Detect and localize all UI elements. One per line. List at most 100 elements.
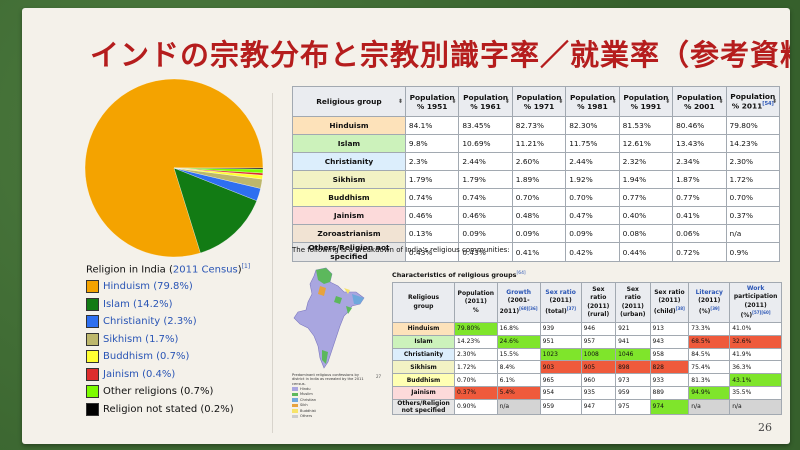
value-cell: 1.79% bbox=[404, 170, 460, 189]
map-region-northeast bbox=[352, 294, 364, 304]
value-cell: 0.42% bbox=[565, 242, 620, 262]
value-cell: 84.1% bbox=[404, 116, 460, 135]
t2-header-line: (total) bbox=[545, 307, 567, 315]
sort-icon[interactable]: ⬍ bbox=[718, 98, 724, 105]
t1-header[interactable]: Population % 1961 ⬍ bbox=[458, 86, 513, 117]
value-cell: 13.43% bbox=[672, 134, 727, 153]
value-cell: 0.41% bbox=[511, 242, 567, 262]
value-cell: 1.89% bbox=[511, 170, 567, 189]
value-cell: n/a bbox=[496, 398, 541, 415]
map-legend-label: Hindu bbox=[300, 386, 311, 391]
value-cell: 946 bbox=[580, 322, 617, 336]
t2-header: Sex ratio (2011) (rural) bbox=[580, 282, 617, 323]
value-cell: 958 bbox=[649, 347, 690, 362]
value-cell: 12.61% bbox=[618, 134, 674, 153]
map-legend-swatch bbox=[292, 398, 298, 402]
t1-header[interactable]: Population % 2001 ⬍ bbox=[672, 86, 727, 117]
t2-header-ref[interactable]: [38] bbox=[675, 305, 685, 311]
value-cell: 939 bbox=[539, 322, 582, 336]
t2-header-ref[interactable]: [39] bbox=[710, 305, 720, 311]
t2-header-line: Sex bbox=[592, 286, 605, 294]
sort-icon[interactable]: ⬍ bbox=[558, 98, 564, 105]
column-divider bbox=[272, 93, 273, 433]
characteristics-caption-ref[interactable]: [64] bbox=[516, 271, 526, 276]
map-svg bbox=[293, 267, 365, 369]
table-row: Christianity 2.3% 2.44% 2.60% 2.44% 2.32% 2.34… bbox=[292, 152, 781, 171]
t1-header[interactable]: Population % 2011[54] ⬍ bbox=[725, 86, 781, 117]
legend-caption-prefix: Religion in India ( bbox=[86, 264, 173, 276]
legend-label[interactable]: Sikhism (1.7%) bbox=[103, 333, 179, 345]
value-cell: 0.74% bbox=[458, 188, 513, 207]
value-cell: 11.21% bbox=[511, 134, 567, 153]
legend-item: Hinduism (79.8%) bbox=[86, 278, 234, 296]
value-cell: 2.3% bbox=[404, 152, 460, 171]
sort-icon[interactable]: ⬍ bbox=[611, 98, 617, 105]
sort-icon[interactable]: ⬍ bbox=[451, 98, 457, 105]
t1-header[interactable]: Population % 1951 ⬍ bbox=[404, 86, 460, 117]
religion-cell: Buddhism bbox=[391, 373, 456, 387]
religion-cell: Islam bbox=[391, 334, 456, 349]
value-cell: 2.32% bbox=[618, 152, 674, 171]
legend-swatch bbox=[86, 367, 99, 381]
legend-label[interactable]: Hinduism (79.8%) bbox=[103, 281, 193, 293]
value-cell: 0.74% bbox=[404, 188, 460, 207]
value-cell: 41.9% bbox=[729, 347, 782, 362]
t2-header-line: Population bbox=[457, 290, 495, 298]
t2-header-line: Religious bbox=[407, 294, 440, 302]
value-cell: 947 bbox=[580, 398, 617, 415]
religion-cell: Sikhism bbox=[292, 170, 406, 189]
sort-icon[interactable]: ⬍ bbox=[771, 98, 777, 105]
characteristics-caption: Characteristics of religious groups[64] bbox=[392, 271, 526, 279]
t2-header-ref[interactable]: [37] bbox=[566, 305, 576, 311]
value-cell: 828 bbox=[649, 360, 690, 375]
pie-svg bbox=[84, 78, 264, 258]
page-number: 26 bbox=[758, 421, 772, 434]
value-cell: 0.77% bbox=[618, 188, 674, 207]
t2-header-ref[interactable]: [57][60] bbox=[752, 309, 771, 315]
t2-header-line[interactable]: Work bbox=[746, 285, 765, 293]
sort-icon[interactable]: ⬍ bbox=[504, 98, 510, 105]
t2-header-line: (child) bbox=[653, 307, 676, 315]
value-cell: 951 bbox=[539, 334, 582, 349]
t1-header[interactable]: Population % 1971 ⬍ bbox=[511, 86, 567, 117]
table-row: Others/Religion not specified 0.43% 0.43% 0… bbox=[292, 242, 781, 262]
legend-item: Sikhism (1.7%) bbox=[86, 331, 234, 349]
census-link[interactable]: 2011 Census bbox=[172, 264, 238, 276]
legend-label[interactable]: Buddhism (0.7%) bbox=[103, 351, 190, 363]
t2-header-line[interactable]: Literacy bbox=[695, 289, 723, 297]
t2-header-line[interactable]: Sex ratio bbox=[545, 289, 576, 297]
t2-header-line[interactable]: Growth bbox=[506, 289, 531, 297]
map-legend-label: Muslim bbox=[300, 392, 313, 397]
legend-label[interactable]: Christianity (2.3%) bbox=[103, 316, 197, 328]
value-cell: 0.77% bbox=[672, 188, 727, 207]
table-row: Jainism 0.46% 0.46% 0.48% 0.47% 0.40% 0.41% 0.3… bbox=[292, 206, 781, 225]
t2-header: Literacy (2011) (%)[39] bbox=[688, 282, 731, 323]
t2-header: Growth (2001-2011)[60][36] bbox=[496, 282, 541, 323]
value-cell: 1.72% bbox=[725, 170, 781, 189]
sort-icon[interactable]: ⬍ bbox=[665, 98, 671, 105]
t2-header-ref[interactable]: [60][36] bbox=[519, 305, 538, 311]
t2-header: Religious group bbox=[391, 282, 456, 323]
map-legend-label: Buddhist bbox=[300, 408, 316, 413]
value-cell: 0.08% bbox=[618, 224, 674, 243]
t1-header[interactable]: Population % 1991 ⬍ bbox=[618, 86, 674, 117]
t2-header-line: (rural) bbox=[587, 310, 610, 318]
value-cell: 14.23% bbox=[454, 334, 498, 349]
t1-header-ref[interactable]: [54] bbox=[762, 101, 774, 108]
t1-header[interactable]: Population % 1981 ⬍ bbox=[565, 86, 620, 117]
legend-caption-ref[interactable]: [1] bbox=[241, 263, 251, 270]
legend-label[interactable]: Islam (14.2%) bbox=[103, 298, 173, 310]
value-cell: 973 bbox=[615, 373, 651, 387]
t1-header-label: Population % 1971 bbox=[516, 92, 562, 111]
value-cell: 79.80% bbox=[725, 116, 781, 135]
sort-icon[interactable]: ⬍ bbox=[397, 98, 403, 105]
value-cell: 1008 bbox=[580, 347, 617, 362]
t1-header[interactable]: Religious group ⬍ bbox=[292, 86, 406, 117]
legend-label[interactable]: Jainism (0.4%) bbox=[103, 368, 176, 380]
value-cell: 82.30% bbox=[565, 116, 620, 135]
table-row: Hinduism 84.1% 83.45% 82.73% 82.30% 81.53% 80.… bbox=[292, 116, 781, 135]
t2-header-line: (urban) bbox=[620, 310, 646, 318]
value-cell: n/a bbox=[725, 224, 781, 243]
value-cell: 16.8% bbox=[496, 322, 541, 336]
pie-slice-religion-not-stated bbox=[173, 167, 264, 170]
